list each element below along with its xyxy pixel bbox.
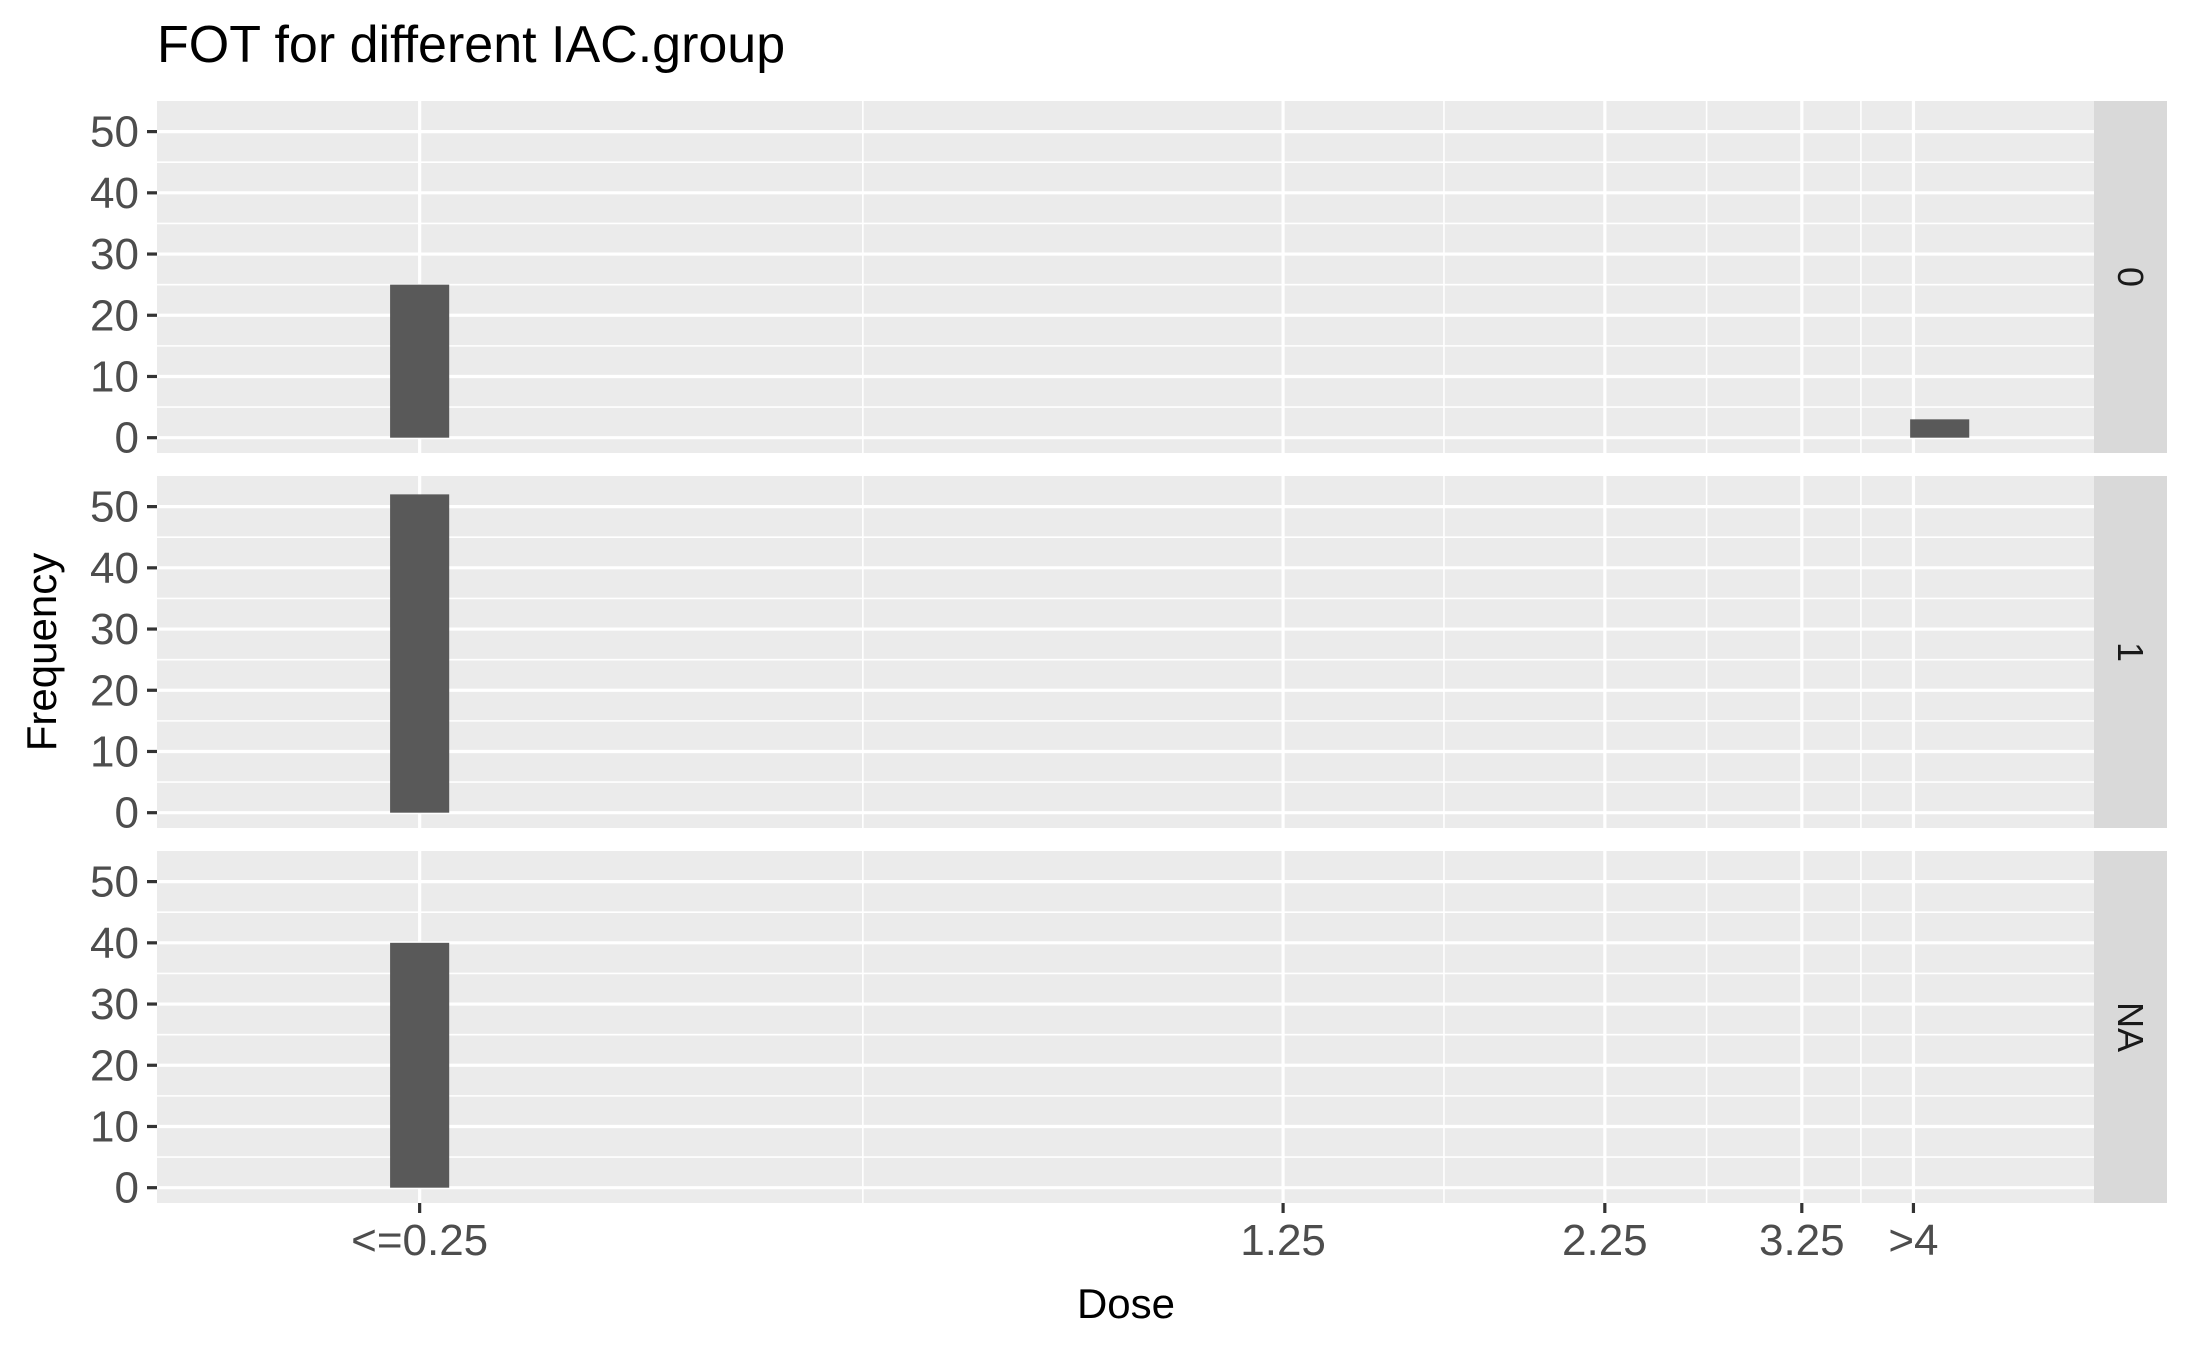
facet-strip [2094,851,2167,1203]
x-tick-label: <=0.25 [351,1216,488,1265]
x-tick-label: 1.25 [1240,1216,1326,1265]
x-axis: <=0.25 1.25 2.25 3.25 >4 [351,1203,1939,1265]
histogram-bar [390,494,450,813]
y-tick-label: 30 [90,605,139,654]
facet-strip-label: 0 [2110,267,2151,287]
chart-title: FOT for different IAC.group [157,16,785,74]
facet-panel-NA: 0 10 20 30 40 50 NA [90,851,2167,1213]
y-tick-label: 50 [90,108,139,157]
y-tick-label: 10 [90,1102,139,1151]
facet-strip-label: NA [2110,1002,2151,1052]
x-axis-title: Dose [1077,1280,1175,1327]
y-tick-label: 0 [115,1164,139,1213]
y-tick-label: 40 [90,544,139,593]
y-tick-label: 30 [90,980,139,1029]
facet-panel-1: 0 10 20 30 40 50 1 [90,476,2167,838]
y-tick-label: 50 [90,483,139,532]
y-tick-label: 40 [90,919,139,968]
panel-background [157,101,2094,453]
y-tick-label: 10 [90,727,139,776]
facet-strip [2094,476,2167,828]
panel-background [157,476,2094,828]
y-tick-label: 30 [90,230,139,279]
histogram-bar [390,942,450,1188]
x-tick-label: 2.25 [1562,1216,1648,1265]
y-tick-label: 40 [90,169,139,218]
y-tick-label: 20 [90,1041,139,1090]
panel-background [157,851,2094,1203]
facet-panel-0: 0 10 20 30 40 50 0 [90,101,2167,463]
histogram-bar [1910,419,1970,438]
y-tick-label: 50 [90,858,139,907]
y-tick-label: 20 [90,291,139,340]
y-tick-label: 0 [115,789,139,838]
x-tick-label: >4 [1888,1216,1938,1265]
histogram-bar [390,284,450,438]
y-tick-label: 10 [90,352,139,401]
y-tick-label: 20 [90,666,139,715]
y-axis-title: Frequency [18,553,65,751]
facet-strip [2094,101,2167,453]
facet-strip-label: 1 [2110,642,2151,662]
x-tick-label: 3.25 [1759,1216,1845,1265]
y-tick-label: 0 [115,414,139,463]
